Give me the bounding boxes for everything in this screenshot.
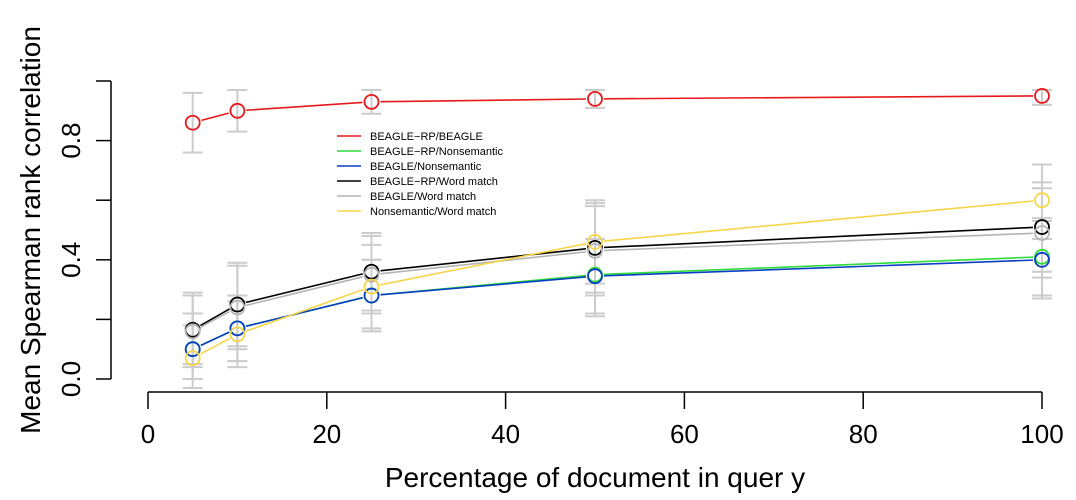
- axes: [110, 81, 1042, 393]
- series-line-segment: [201, 112, 229, 122]
- series-line-segment: [380, 242, 587, 286]
- series-line-segment: [380, 251, 587, 275]
- legend-entry: BEAGLE−RP/Nonsemantic: [337, 146, 503, 158]
- x-tick-label: 40: [491, 419, 520, 449]
- series-line-segment: [603, 232, 1034, 252]
- data-point: [184, 350, 201, 367]
- x-axis-label: Percentage of document in quer y: [385, 462, 805, 493]
- series-line-segment: [245, 288, 364, 333]
- legend-label: BEAGLE−RP/Nonsemantic: [370, 146, 503, 158]
- y-tick-label: 0.8: [56, 123, 86, 159]
- series-lines: [200, 95, 1034, 355]
- series-line-segment: [603, 226, 1034, 249]
- data-point: [1034, 219, 1050, 235]
- data-point: [1034, 88, 1050, 104]
- data-point: [1034, 251, 1050, 268]
- error-bar: [361, 243, 382, 330]
- x-ticks: 0 20 40 60 80 100: [141, 392, 1064, 449]
- data-point: [229, 102, 246, 119]
- data-point: [587, 90, 603, 107]
- legend-label: BEAGLE/Word match: [370, 191, 476, 203]
- data-point: [229, 299, 246, 316]
- data-point: [1034, 225, 1050, 241]
- error-bar: [361, 88, 382, 115]
- x-tick-label: 80: [849, 419, 878, 449]
- series-line-segment: [245, 276, 363, 307]
- series-line-segment: [200, 311, 230, 328]
- series-line-segment: [603, 200, 1034, 242]
- error-bar: [227, 88, 248, 133]
- data-point: [587, 234, 603, 250]
- data-point: [1034, 192, 1050, 209]
- y-ticks: 0.0 0.4 0.8: [56, 80, 111, 397]
- legend-entry: BEAGLE−RP/Word match: [337, 176, 498, 188]
- legend-entry: BEAGLE/Nonsemantic: [337, 161, 482, 173]
- data-point: [184, 341, 201, 358]
- data-point: [184, 114, 201, 131]
- x-tick-label: 20: [312, 419, 341, 449]
- data-point: [363, 278, 380, 295]
- data-point: [229, 320, 246, 337]
- data-point: [587, 268, 603, 285]
- data-point: [587, 242, 603, 259]
- y-tick-label: 0.4: [56, 242, 86, 278]
- y-axis-label: Mean Spearman rank correlation: [15, 26, 46, 434]
- error-bars: [182, 88, 1052, 389]
- series-line-segment: [603, 95, 1034, 100]
- y-tick-label: 0.0: [56, 361, 86, 397]
- x-tick-label: 0: [141, 419, 155, 449]
- legend-label: BEAGLE−RP/BEAGLE: [370, 131, 483, 143]
- x-tick-label: 60: [670, 419, 699, 449]
- data-point: [184, 323, 201, 340]
- series-line-segment: [200, 308, 230, 327]
- data-point: [363, 266, 380, 283]
- series-line-segment: [246, 101, 363, 111]
- error-bar: [585, 88, 605, 109]
- series-line-segment: [380, 248, 587, 272]
- series-line-segment: [200, 337, 230, 355]
- legend-entry: BEAGLE/Word match: [337, 191, 476, 203]
- legend-label: BEAGLE−RP/Word match: [370, 176, 498, 188]
- legend-label: Nonsemantic/Word match: [370, 206, 496, 218]
- series-line-segment: [245, 273, 363, 304]
- x-tick-label: 100: [1020, 419, 1063, 449]
- data-point: [229, 326, 246, 343]
- data-point: [363, 287, 380, 304]
- legend-entry: BEAGLE−RP/BEAGLE: [337, 131, 483, 143]
- series-line-segment: [603, 259, 1034, 277]
- error-bar: [182, 91, 203, 154]
- series-line-segment: [380, 276, 587, 296]
- data-point: [363, 93, 380, 110]
- series-line-segment: [200, 331, 230, 347]
- series-points: [184, 88, 1050, 367]
- series-line-segment: [603, 256, 1034, 276]
- series-line-segment: [380, 98, 587, 103]
- series-line-segment: [245, 296, 363, 327]
- legend: BEAGLE−RP/BEAGLE BEAGLE−RP/Nonsemantic BEA…: [337, 131, 503, 218]
- legend-label: BEAGLE/Nonsemantic: [370, 161, 482, 173]
- legend-entry: Nonsemantic/Word match: [337, 206, 496, 218]
